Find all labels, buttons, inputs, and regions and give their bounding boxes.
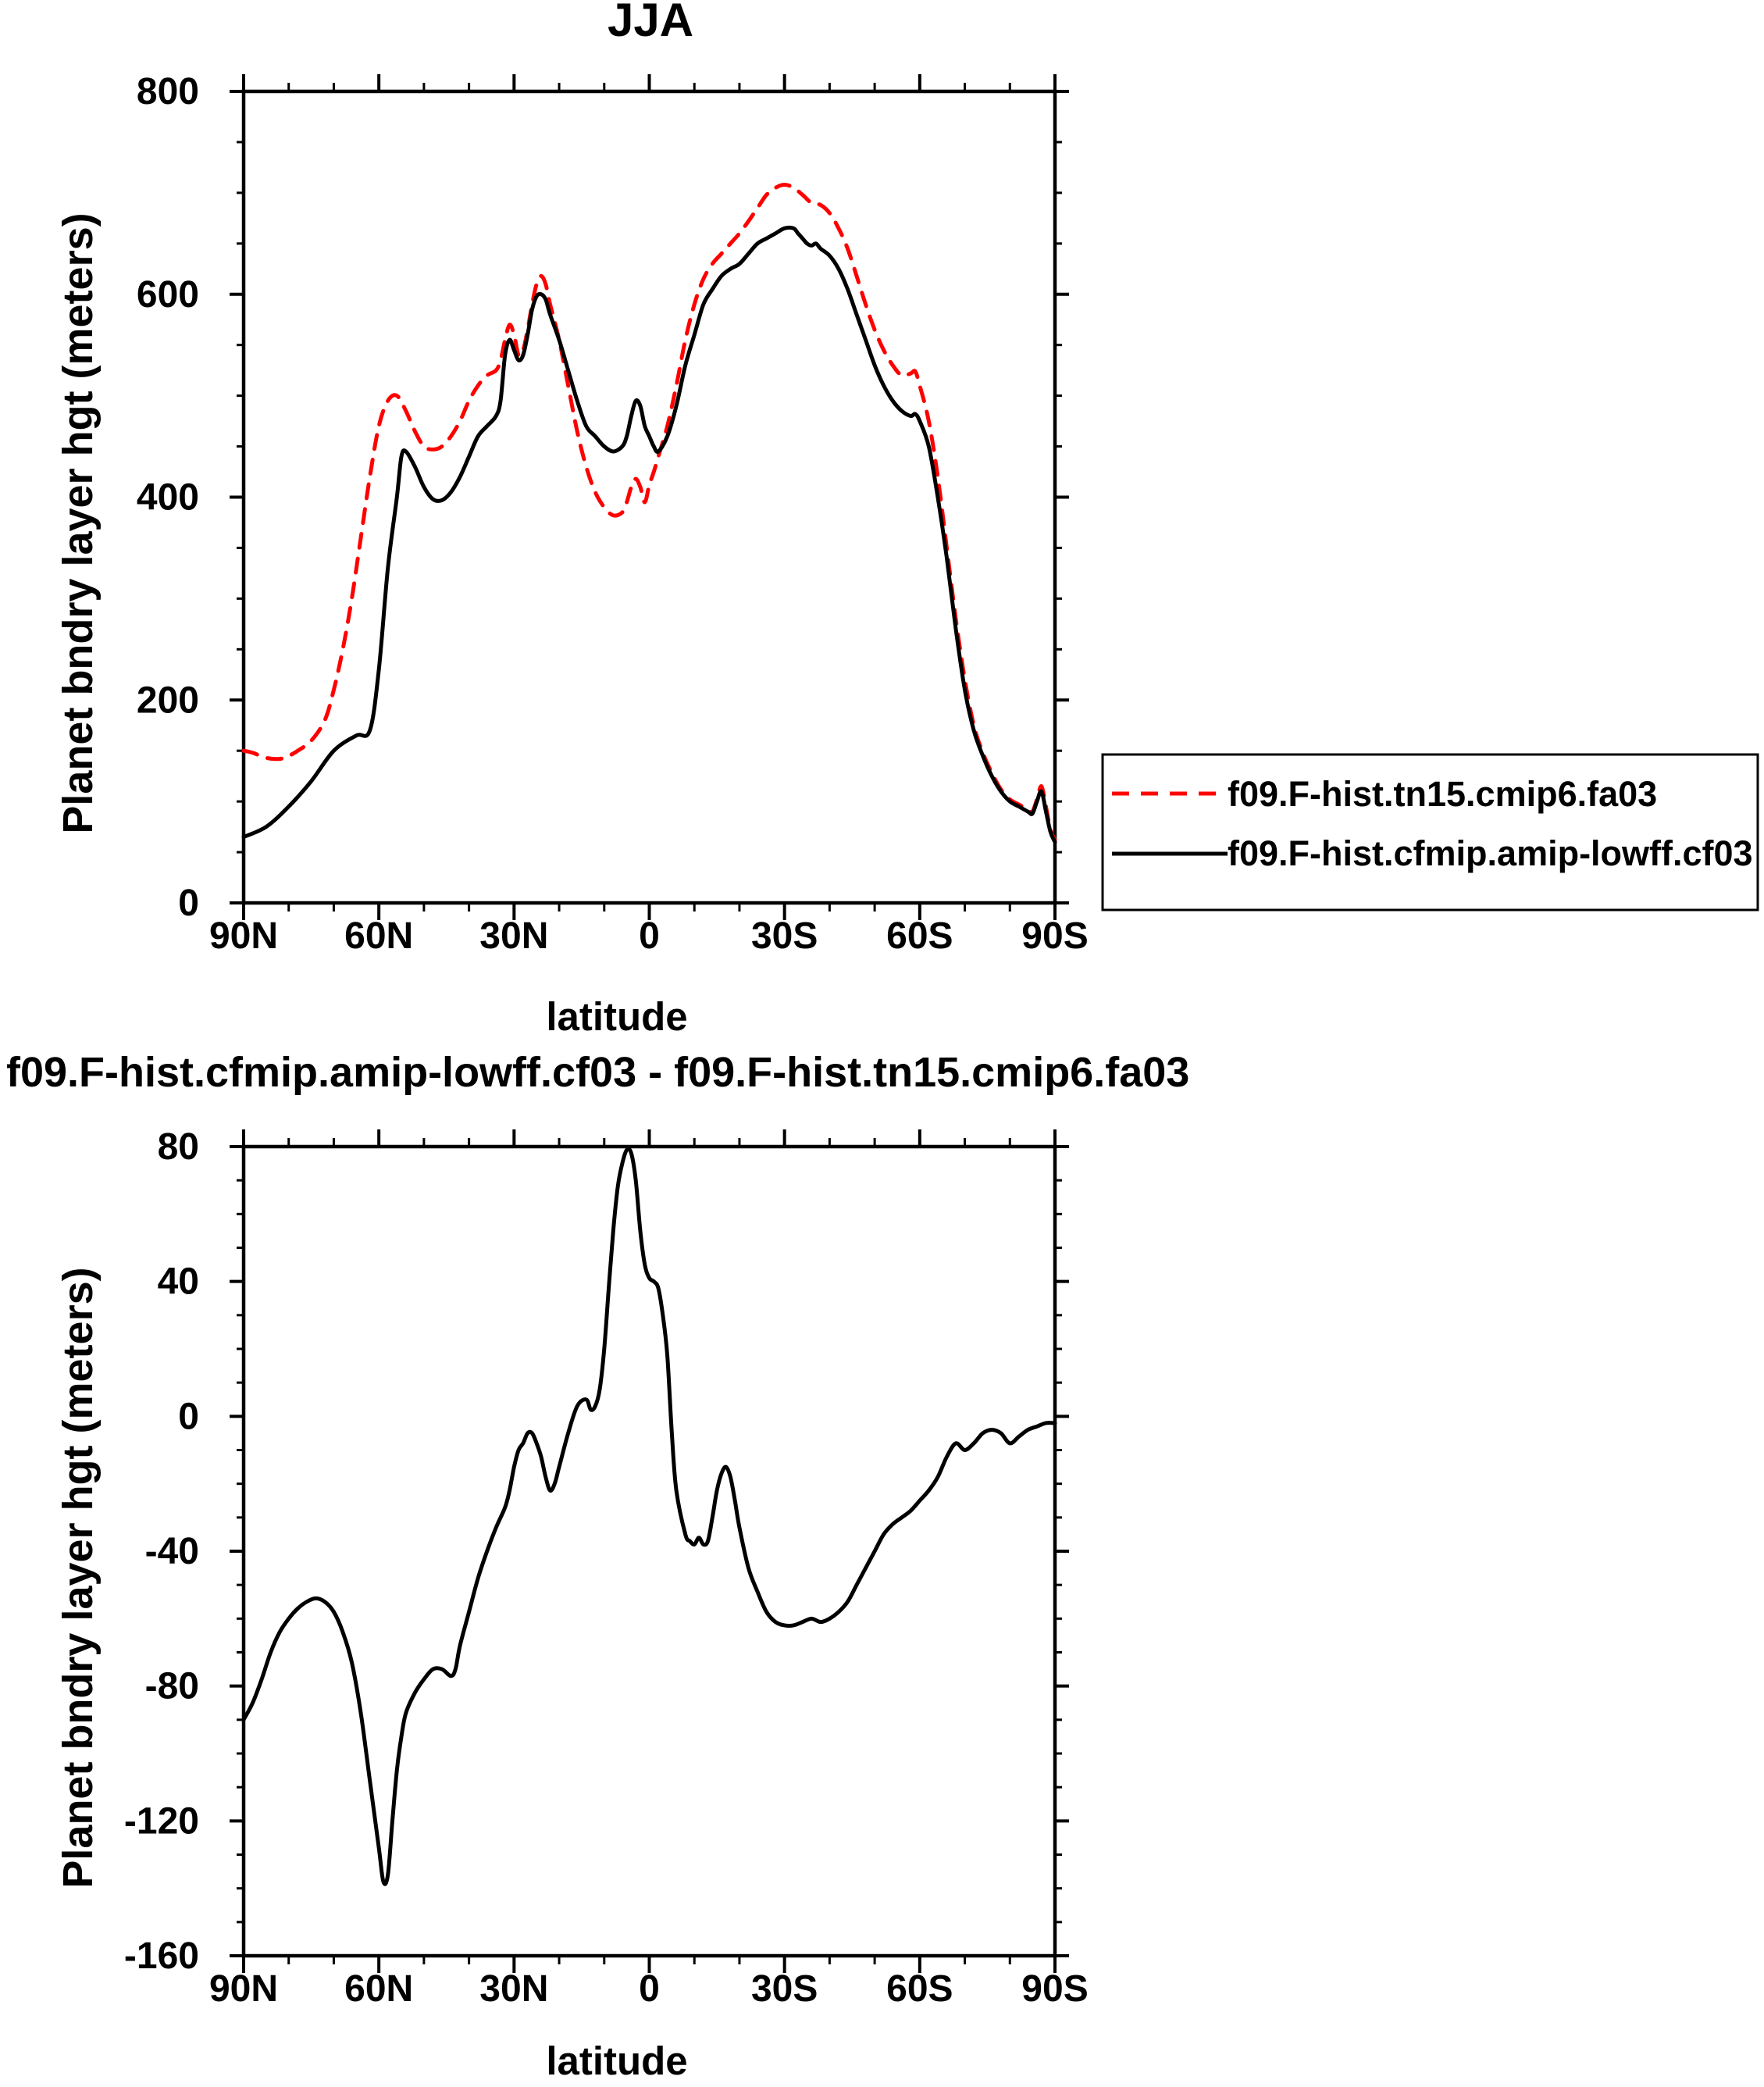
svg-text:JJA: JJA bbox=[608, 0, 693, 46]
svg-text:60N: 60N bbox=[344, 1968, 413, 2010]
svg-text:90S: 90S bbox=[1021, 1968, 1088, 2010]
svg-text:200: 200 bbox=[137, 680, 199, 721]
svg-text:400: 400 bbox=[137, 477, 199, 519]
svg-text:-80: -80 bbox=[145, 1666, 199, 1707]
svg-text:f09.F-hist.cfmip.amip-lowff.cf: f09.F-hist.cfmip.amip-lowff.cf03 bbox=[1228, 833, 1753, 873]
svg-text:f09.F-hist.cfmip.amip-lowff.cf: f09.F-hist.cfmip.amip-lowff.cf03 - f09.F… bbox=[6, 1049, 1189, 1096]
svg-text:40: 40 bbox=[158, 1261, 199, 1303]
svg-text:90N: 90N bbox=[209, 915, 278, 957]
svg-text:0: 0 bbox=[639, 1968, 660, 2010]
svg-text:800: 800 bbox=[137, 71, 199, 112]
svg-text:-120: -120 bbox=[124, 1800, 199, 1842]
svg-text:latitude: latitude bbox=[546, 994, 687, 1039]
svg-text:latitude: latitude bbox=[546, 2039, 687, 2083]
svg-text:60S: 60S bbox=[886, 915, 953, 957]
svg-text:f09.F-hist.tn15.cmip6.fa03: f09.F-hist.tn15.cmip6.fa03 bbox=[1228, 774, 1657, 814]
svg-text:80: 80 bbox=[158, 1126, 199, 1168]
svg-text:30N: 30N bbox=[479, 915, 548, 957]
svg-text:30S: 30S bbox=[751, 915, 818, 957]
svg-text:Planet bndry layer hgt (meters: Planet bndry layer hgt (meters) bbox=[55, 1267, 102, 1888]
svg-text:600: 600 bbox=[137, 274, 199, 316]
svg-text:60N: 60N bbox=[344, 915, 413, 957]
svg-text:60S: 60S bbox=[886, 1968, 953, 2010]
svg-text:-40: -40 bbox=[145, 1531, 199, 1572]
svg-text:30S: 30S bbox=[751, 1968, 818, 2010]
svg-text:90S: 90S bbox=[1021, 915, 1088, 957]
svg-text:30N: 30N bbox=[479, 1968, 548, 2010]
svg-text:0: 0 bbox=[178, 1396, 199, 1437]
svg-text:90N: 90N bbox=[209, 1968, 278, 2010]
svg-text:0: 0 bbox=[639, 915, 660, 957]
svg-text:0: 0 bbox=[178, 883, 199, 924]
svg-text:-160: -160 bbox=[124, 1935, 199, 1977]
svg-text:Planet bndry layer hgt (meters: Planet bndry layer hgt (meters) bbox=[55, 212, 102, 833]
